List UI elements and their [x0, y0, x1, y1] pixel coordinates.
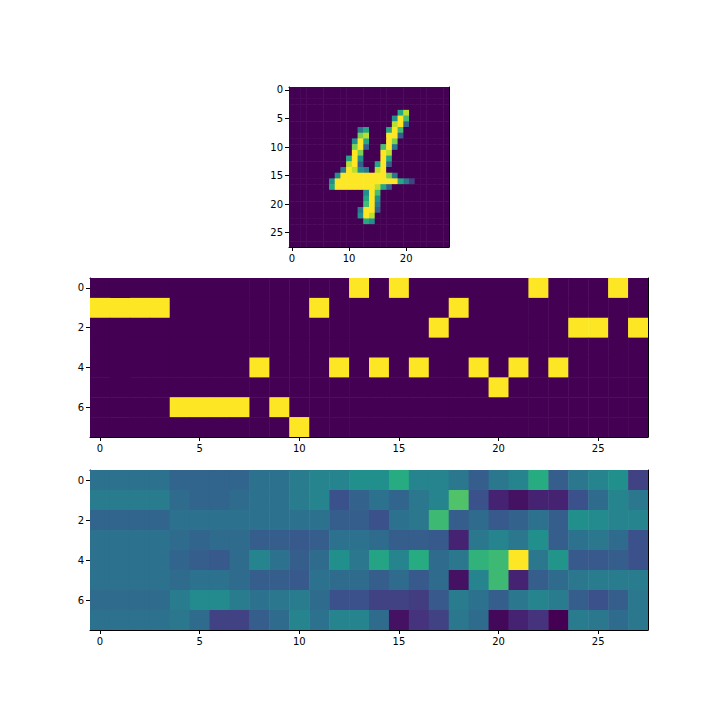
svg-text:15: 15 — [270, 170, 283, 181]
svg-text:2: 2 — [78, 515, 84, 526]
svg-text:10: 10 — [293, 636, 306, 647]
svg-text:0: 0 — [97, 636, 103, 647]
svg-text:4: 4 — [78, 362, 84, 373]
svg-text:5: 5 — [196, 443, 202, 454]
svg-text:5: 5 — [196, 636, 202, 647]
svg-text:20: 20 — [492, 636, 505, 647]
svg-text:10: 10 — [293, 443, 306, 454]
svg-text:6: 6 — [78, 595, 84, 606]
svg-text:25: 25 — [270, 227, 283, 238]
svg-text:6: 6 — [78, 402, 84, 413]
svg-text:0: 0 — [277, 84, 283, 95]
svg-text:4: 4 — [78, 555, 84, 566]
svg-text:25: 25 — [592, 443, 605, 454]
svg-text:15: 15 — [393, 443, 406, 454]
svg-text:10: 10 — [343, 253, 356, 264]
svg-text:0: 0 — [97, 443, 103, 454]
svg-text:10: 10 — [270, 142, 283, 153]
svg-text:25: 25 — [592, 636, 605, 647]
svg-text:5: 5 — [277, 113, 283, 124]
svg-text:20: 20 — [270, 199, 283, 210]
svg-text:20: 20 — [492, 443, 505, 454]
svg-text:0: 0 — [78, 475, 84, 486]
svg-text:0: 0 — [78, 282, 84, 293]
svg-text:20: 20 — [400, 253, 413, 264]
svg-text:15: 15 — [393, 636, 406, 647]
svg-text:2: 2 — [78, 322, 84, 333]
svg-text:0: 0 — [289, 253, 295, 264]
